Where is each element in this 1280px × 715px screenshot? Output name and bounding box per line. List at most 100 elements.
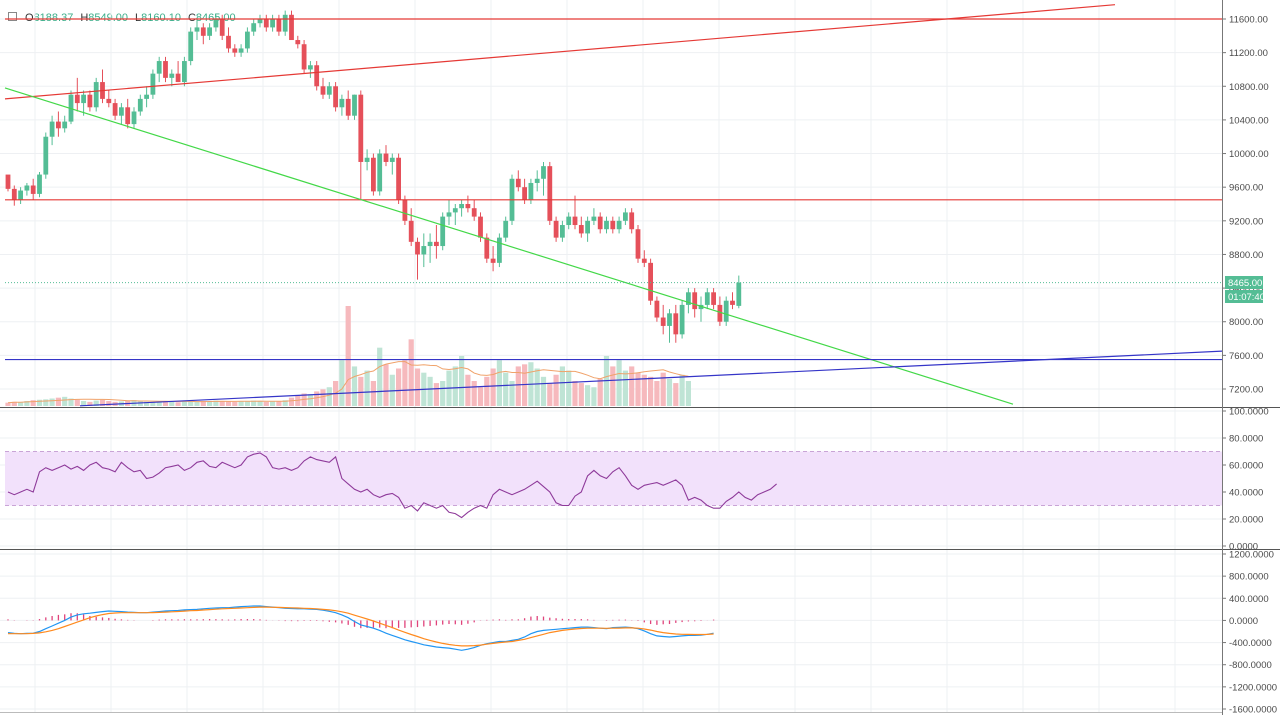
candle-body bbox=[11, 188, 17, 200]
volume-bar bbox=[320, 389, 326, 406]
candle-body bbox=[263, 19, 269, 28]
candle-body bbox=[30, 185, 36, 194]
grid-lines bbox=[0, 0, 1222, 712]
volume-bar bbox=[666, 378, 673, 406]
macd-tick-label: 0.0000 bbox=[1229, 616, 1258, 627]
price-tick-label: 7200.00 bbox=[1229, 385, 1263, 396]
volume-bar bbox=[219, 401, 225, 406]
candle-body bbox=[119, 107, 124, 116]
price-tick-label: 10800.00 bbox=[1229, 82, 1269, 93]
volume-bar bbox=[484, 376, 490, 406]
volume-bar bbox=[74, 399, 80, 406]
candle-body bbox=[156, 61, 162, 74]
candle-body bbox=[698, 304, 704, 310]
volume-bar bbox=[465, 374, 471, 406]
volume-bar bbox=[610, 366, 616, 406]
candle-body bbox=[282, 14, 288, 32]
candle-body bbox=[238, 48, 244, 53]
volume-bar bbox=[654, 381, 660, 406]
macd-tick-label: 800.0000 bbox=[1229, 572, 1269, 583]
volume-bar bbox=[490, 368, 496, 406]
volume-bar bbox=[49, 398, 55, 406]
candle-body bbox=[471, 208, 477, 217]
macd-tick-label: 1200.0000 bbox=[1229, 550, 1274, 561]
open-label: O bbox=[25, 12, 34, 24]
candle-body bbox=[364, 157, 370, 162]
rsi-tick-label: 80.0000 bbox=[1229, 434, 1263, 445]
candle-body bbox=[289, 14, 294, 41]
candle-body bbox=[219, 19, 225, 36]
volume-bar bbox=[585, 385, 591, 406]
volume-bar bbox=[162, 401, 169, 406]
price-tick-label: 8000.00 bbox=[1229, 317, 1263, 328]
volume-bar bbox=[238, 401, 244, 406]
volume-bar bbox=[5, 402, 11, 406]
rsi-band bbox=[5, 451, 1222, 506]
candle-body bbox=[389, 157, 395, 162]
volume-bar bbox=[251, 400, 257, 406]
volume-bar bbox=[11, 401, 17, 406]
candle-body bbox=[452, 208, 458, 213]
candle-body bbox=[125, 107, 131, 125]
volume-bar bbox=[156, 401, 162, 406]
candle-body bbox=[200, 27, 206, 36]
candle-body bbox=[497, 237, 502, 263]
candle-body bbox=[245, 31, 250, 49]
rsi-tick-label: 60.0000 bbox=[1229, 461, 1263, 472]
collapse-square-icon[interactable] bbox=[8, 12, 17, 21]
volume-bar bbox=[553, 374, 559, 406]
candle-body bbox=[667, 313, 672, 326]
price-tick-label: 8800.00 bbox=[1229, 250, 1263, 261]
candle-body bbox=[465, 204, 471, 209]
volume-bar bbox=[591, 387, 597, 406]
candle-body bbox=[515, 178, 521, 188]
candle-body bbox=[648, 262, 653, 301]
volume-bar bbox=[282, 400, 288, 406]
macd-tick-label: -800.0000 bbox=[1229, 660, 1272, 671]
candle-body bbox=[333, 86, 338, 108]
volume-bar bbox=[358, 376, 364, 406]
candle-body bbox=[207, 27, 212, 36]
candle-body bbox=[434, 241, 439, 247]
candle-body bbox=[81, 94, 86, 104]
volume-bar bbox=[295, 395, 301, 406]
candle-body bbox=[371, 157, 376, 192]
volume-bar bbox=[307, 394, 313, 406]
candle-body bbox=[377, 153, 383, 192]
low-value: 8160.10 bbox=[141, 12, 181, 24]
rsi-band-fill bbox=[5, 451, 1222, 506]
volume-bar bbox=[641, 374, 647, 406]
candle-body bbox=[18, 190, 23, 200]
volume-bar bbox=[414, 368, 421, 406]
falling-trendline-green bbox=[4, 87, 1014, 405]
candle-body bbox=[560, 225, 565, 238]
candle-body bbox=[408, 220, 414, 242]
volume-bar bbox=[257, 401, 263, 406]
volume-bar bbox=[314, 391, 320, 406]
volume-bar bbox=[427, 376, 433, 406]
candle-body bbox=[585, 220, 590, 234]
close-label: C bbox=[187, 12, 196, 24]
price-tick-label: 9600.00 bbox=[1229, 183, 1263, 194]
volume-bar bbox=[68, 398, 74, 406]
macd-pane bbox=[7, 605, 715, 651]
candle-body bbox=[566, 216, 572, 226]
open-value: 8188.37 bbox=[33, 12, 74, 24]
volume-bar bbox=[106, 401, 112, 406]
volume-bar bbox=[459, 356, 465, 406]
candle-body bbox=[717, 304, 723, 322]
volume-bar bbox=[18, 402, 24, 406]
volume-bar bbox=[270, 401, 276, 406]
high-label: H bbox=[80, 12, 89, 24]
candle-body bbox=[358, 94, 364, 162]
candle-body bbox=[43, 136, 49, 175]
volume-bar bbox=[540, 376, 547, 406]
volume-bar bbox=[477, 387, 484, 406]
volume-bar bbox=[55, 397, 61, 406]
candle-body bbox=[314, 65, 320, 87]
volume-bar bbox=[81, 401, 87, 406]
volume-bar bbox=[326, 387, 332, 406]
volume-bar bbox=[622, 370, 628, 406]
candle-body bbox=[679, 304, 685, 335]
